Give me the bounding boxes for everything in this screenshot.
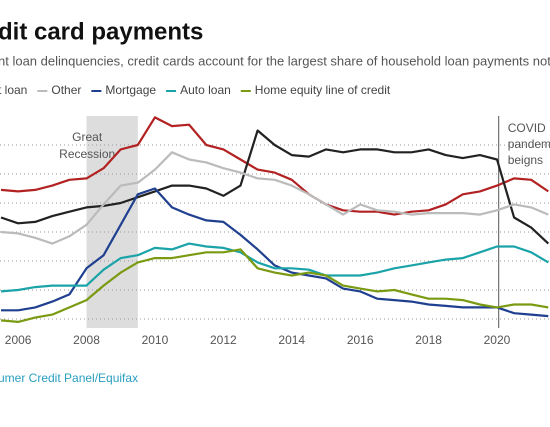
recession-label: Recession: [59, 147, 115, 161]
x-tick-label: 2016: [347, 333, 374, 347]
x-tick-label: 2012: [210, 333, 237, 347]
recession-label: Great: [72, 130, 103, 144]
covid-label: pandemic: [508, 137, 550, 151]
series-line: [1, 187, 549, 318]
legend-label: Mortgage: [105, 83, 156, 97]
series-line: [0, 116, 549, 216]
x-tick-label: 2010: [142, 333, 169, 347]
chart-title: dit card payments: [0, 18, 203, 45]
legend-label: Auto loan: [180, 83, 231, 97]
legend-label: Other: [51, 83, 81, 97]
chart-subtitle: nt loan delinquencies, credit cards acco…: [0, 53, 550, 68]
legend-label: Home equity line of credit: [255, 83, 391, 97]
x-tick-label: 2020: [484, 333, 511, 347]
series-line: [0, 151, 549, 245]
covid-label: beigns: [508, 153, 543, 167]
covid-label: COVID: [508, 121, 546, 135]
x-tick-label: 2014: [278, 333, 305, 347]
series-line: [0, 242, 549, 293]
series-line: [0, 129, 550, 245]
legend-label: t loan: [0, 83, 27, 97]
series-line: [0, 248, 549, 323]
source: umer Credit Panel/Equifax: [0, 371, 138, 385]
x-tick-label: 2018: [415, 333, 442, 347]
x-tick-label: 2006: [5, 333, 32, 347]
x-tick-label: 2008: [73, 333, 100, 347]
